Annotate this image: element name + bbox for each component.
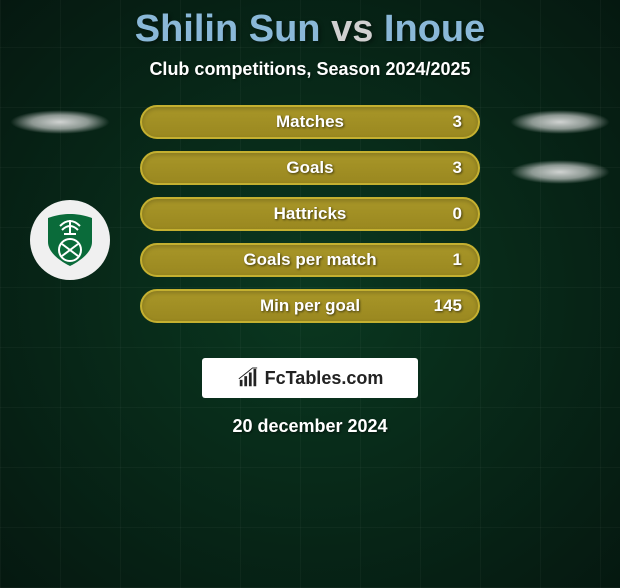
stat-value: 0 [453, 204, 462, 224]
subtitle: Club competitions, Season 2024/2025 [0, 59, 620, 80]
page-title: Shilin Sun vs Inoue [0, 8, 620, 51]
comparison-arena: Matches 3 Goals 3 Hattricks 0 Goals per … [0, 110, 620, 340]
stat-label: Goals per match [243, 250, 376, 270]
stat-value: 3 [453, 158, 462, 178]
stat-row: Min per goal 145 [140, 289, 480, 323]
stat-bars: Matches 3 Goals 3 Hattricks 0 Goals per … [140, 105, 480, 323]
vs-text: vs [331, 8, 373, 50]
club-crest-icon [40, 210, 100, 270]
stat-row: Matches 3 [140, 105, 480, 139]
bar-chart-icon [237, 367, 259, 389]
player1-club-badge [30, 200, 110, 280]
stat-label: Matches [276, 112, 344, 132]
brand-badge: FcTables.com [202, 358, 418, 398]
brand-text: FcTables.com [265, 368, 384, 389]
stat-row: Goals per match 1 [140, 243, 480, 277]
stat-value: 3 [453, 112, 462, 132]
date-text: 20 december 2024 [0, 416, 620, 437]
stat-label: Min per goal [260, 296, 360, 316]
stat-row: Goals 3 [140, 151, 480, 185]
platform-shadow [10, 110, 110, 134]
stat-row: Hattricks 0 [140, 197, 480, 231]
platform-shadow [510, 110, 610, 134]
platform-shadow [510, 160, 610, 184]
player1-name: Shilin Sun [135, 8, 321, 50]
stat-value: 145 [434, 296, 462, 316]
stat-label: Hattricks [274, 204, 347, 224]
player2-name: Inoue [384, 8, 485, 50]
stat-value: 1 [453, 250, 462, 270]
stat-label: Goals [286, 158, 333, 178]
